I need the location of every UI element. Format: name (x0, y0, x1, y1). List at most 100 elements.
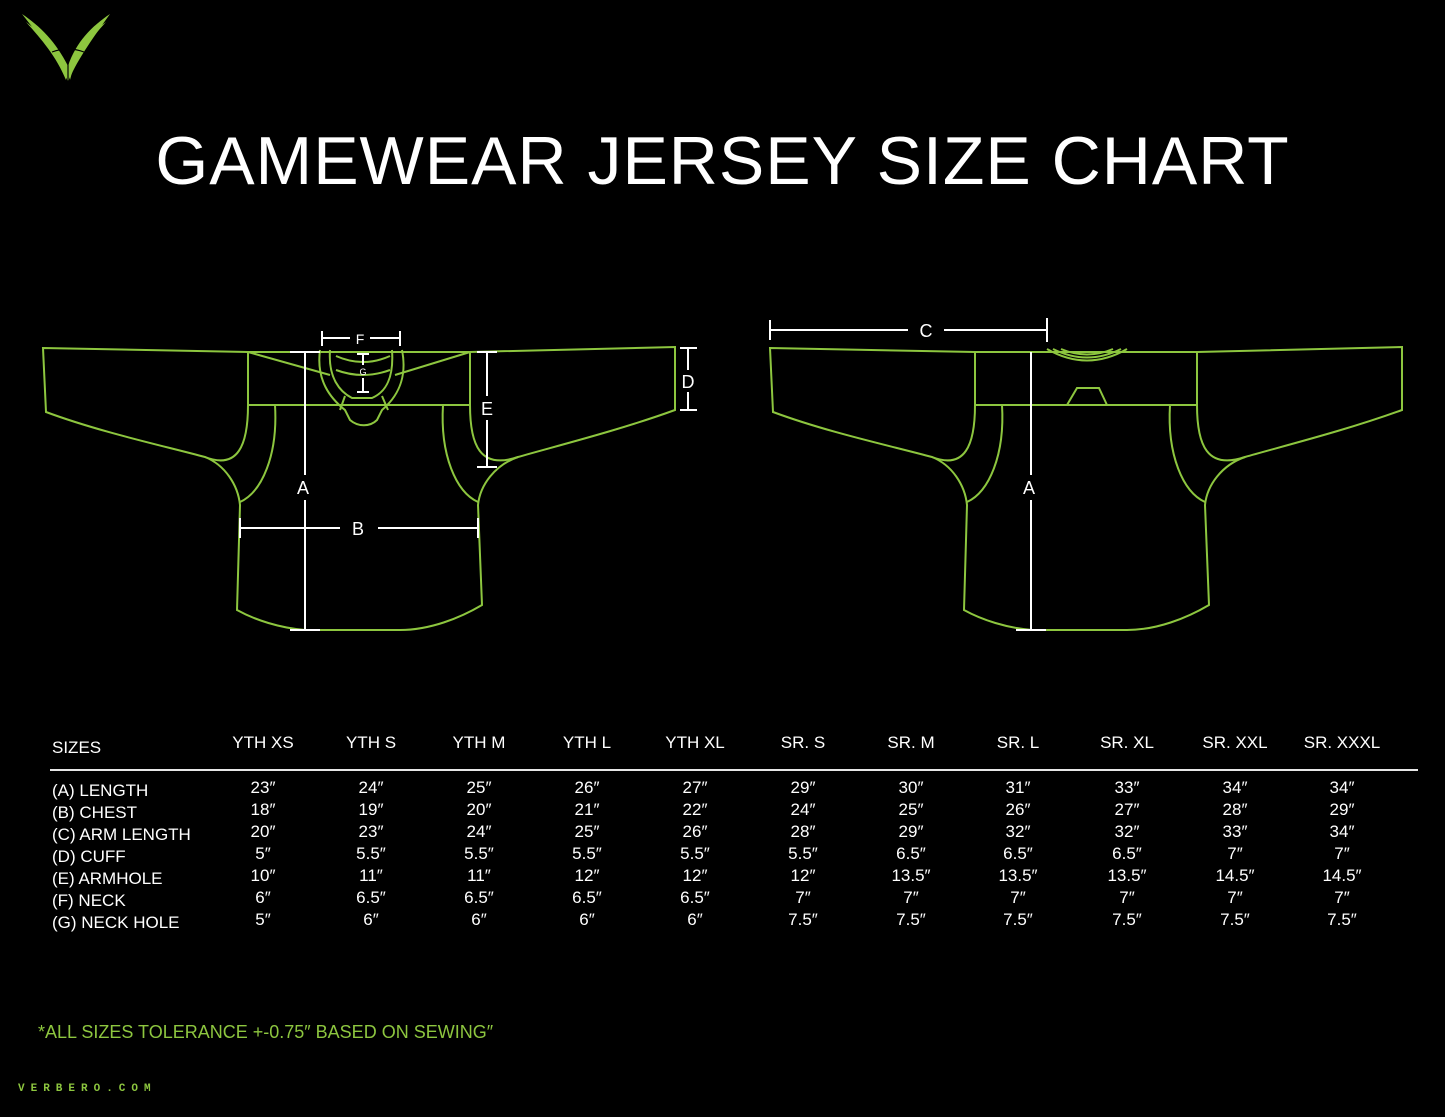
measurement-cell: 7″ (795, 888, 811, 907)
measurement-cell: 14.5″ (1322, 866, 1362, 885)
measurement-cell: 5″ (255, 910, 271, 929)
size-column-header: SR. M (887, 733, 935, 752)
measurement-cell: 5.5″ (572, 844, 602, 863)
measurement-row-label: (D) CUFF (52, 847, 126, 866)
size-column-header: SR. S (780, 733, 826, 752)
measurement-cell: 13.5″ (891, 866, 931, 885)
verbero-logo (22, 14, 110, 82)
measurement-cell: 6.5″ (680, 888, 710, 907)
size-column-header: SR. XXL (1202, 733, 1268, 752)
size-column-header: YTH XL (665, 733, 725, 752)
measurement-cell: 12″ (574, 866, 600, 885)
measurement-cell: 7″ (1227, 844, 1243, 863)
website-link[interactable]: VERBERO.COM (18, 1083, 157, 1095)
measurement-cell: 31″ (1005, 778, 1031, 797)
measurement-cell: 6″ (687, 910, 703, 929)
measurement-row-label: (C) ARM LENGTH (52, 825, 191, 844)
measurement-cell: 6.5″ (1112, 844, 1142, 863)
measurement-cell: 5.5″ (356, 844, 386, 863)
measurement-cell: 7″ (903, 888, 919, 907)
back-jersey-outline (769, 346, 1403, 631)
measurement-cell: 12″ (682, 866, 708, 885)
dimension-label-a-back: A (1023, 478, 1035, 498)
measurement-cell: 26″ (574, 778, 600, 797)
measurement-cell: 6″ (579, 910, 595, 929)
size-column-header: SR. L (996, 733, 1040, 752)
measurement-cell: 25″ (898, 800, 924, 819)
measurement-cell: 7″ (1334, 888, 1350, 907)
measurement-row-label: (B) CHEST (52, 803, 137, 822)
measurement-cell: 5.5″ (788, 844, 818, 863)
measurement-cell: 19″ (358, 800, 384, 819)
table-divider (50, 769, 1418, 771)
measurement-cell: 27″ (1114, 800, 1140, 819)
measurement-cell: 11″ (467, 866, 491, 885)
dimension-label-g: G (359, 367, 366, 377)
measurement-cell: 6.5″ (572, 888, 602, 907)
jersey-diagrams: A B D E F G C A (42, 318, 1403, 631)
measurement-cell: 14.5″ (1215, 866, 1255, 885)
measurement-cell: 5.5″ (464, 844, 494, 863)
size-column-header: YTH L (562, 733, 612, 752)
measurement-cell: 6.5″ (464, 888, 494, 907)
front-jersey-outline (42, 346, 676, 631)
size-column-header: YTH XS (232, 733, 294, 752)
measurement-cell: 24″ (358, 778, 384, 797)
measurement-cell: 7.5″ (896, 910, 926, 929)
measurement-cell: 28″ (790, 822, 816, 841)
measurement-cell: 29″ (790, 778, 816, 797)
measurement-cell: 7″ (1227, 888, 1243, 907)
measurement-cell: 32″ (1114, 822, 1140, 841)
measurement-row-label: (F) NECK (52, 891, 126, 910)
measurement-cell: 33″ (1114, 778, 1140, 797)
measurement-cell: 32″ (1005, 822, 1031, 841)
dimension-label-f: F (356, 331, 365, 347)
measurement-cell: 34″ (1329, 778, 1355, 797)
measurement-cell: 6″ (471, 910, 487, 929)
measurement-cell: 34″ (1222, 778, 1248, 797)
measurement-cell: 29″ (1329, 800, 1355, 819)
measurement-cell: 7″ (1334, 844, 1350, 863)
measurement-cell: 24″ (466, 822, 492, 841)
measurement-cell: 29″ (898, 822, 924, 841)
measurement-cell: 6.5″ (356, 888, 386, 907)
measurement-row-label: (E) ARMHOLE (52, 869, 163, 888)
measurement-cell: 13.5″ (1107, 866, 1147, 885)
measurement-cell: 33″ (1222, 822, 1248, 841)
measurement-cell: 5″ (255, 844, 271, 863)
dimension-label-a: A (297, 478, 309, 498)
dimension-label-c: C (920, 321, 933, 341)
measurement-cell: 6″ (363, 910, 379, 929)
measurement-cell: 28″ (1222, 800, 1248, 819)
measurement-cell: 20″ (466, 800, 492, 819)
measurement-cell: 6.5″ (896, 844, 926, 863)
measurement-cell: 7.5″ (1003, 910, 1033, 929)
size-column-header: YTH S (345, 733, 397, 752)
size-column-header: SR. XL (1100, 733, 1154, 752)
measurement-cell: 34″ (1329, 822, 1355, 841)
measurement-cell: 6.5″ (1003, 844, 1033, 863)
sizes-header-label: SIZES (52, 738, 102, 757)
measurement-cell: 25″ (466, 778, 492, 797)
dimension-label-b: B (352, 519, 364, 539)
size-column-header: YTH M (452, 733, 506, 752)
measurement-cell: 7″ (1010, 888, 1026, 907)
measurement-row-label: (A) LENGTH (52, 781, 149, 800)
measurement-cell: 7.5″ (1220, 910, 1250, 929)
tolerance-note: *ALL SIZES TOLERANCE +-0.75″ BASED ON SE… (38, 1022, 494, 1042)
measurement-cell: 23″ (250, 778, 276, 797)
measurement-cell: 11″ (359, 866, 383, 885)
measurement-cell: 30″ (898, 778, 924, 797)
measurement-cell: 7.5″ (1112, 910, 1142, 929)
measurement-cell: 7.5″ (1327, 910, 1357, 929)
measurement-cell: 21″ (574, 800, 600, 819)
measurement-cell: 20″ (250, 822, 276, 841)
dimension-label-e: E (481, 399, 493, 419)
measurement-cell: 26″ (1005, 800, 1031, 819)
measurement-cell: 12″ (790, 866, 816, 885)
measurement-cell: 22″ (682, 800, 708, 819)
measurement-cell: 7.5″ (788, 910, 818, 929)
measurement-cell: 6″ (255, 888, 271, 907)
measurement-cell: 13.5″ (998, 866, 1038, 885)
measurement-cell: 18″ (250, 800, 276, 819)
